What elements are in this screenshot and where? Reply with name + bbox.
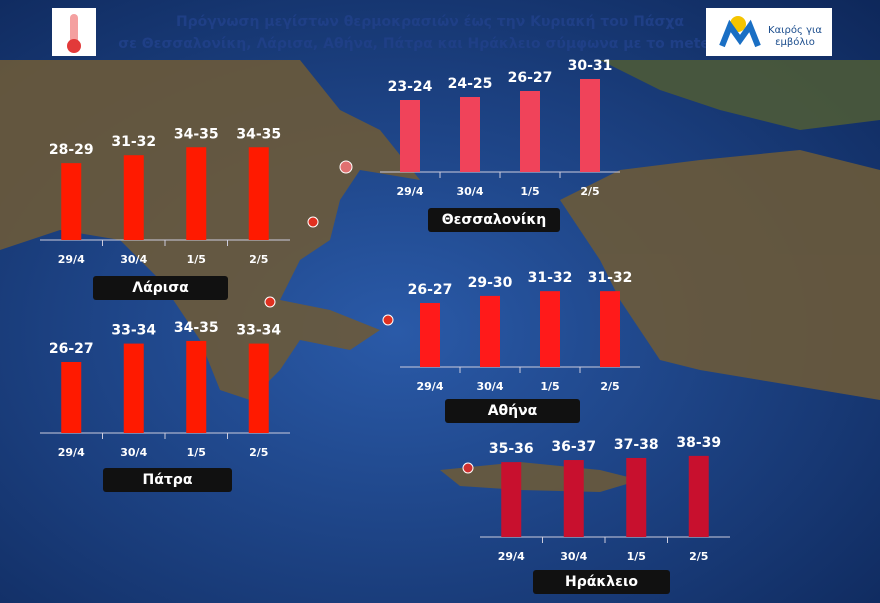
value-label: 35-36 [489, 441, 534, 457]
chart-title: Θεσσαλονίκη [442, 212, 547, 228]
city-label-box [445, 399, 580, 423]
x-tick-label: 1/5 [540, 380, 559, 393]
bar [123, 155, 144, 240]
value-label: 36-37 [551, 439, 596, 455]
x-tick-label: 2/5 [689, 550, 708, 563]
value-label: 26-27 [408, 282, 453, 298]
bar [248, 343, 269, 433]
bar [248, 147, 269, 240]
bar [626, 457, 647, 537]
thermometer-tube [70, 14, 78, 46]
value-label: 26-27 [508, 70, 553, 86]
x-tick-label: 2/5 [249, 446, 268, 459]
x-tick-label: 30/4 [560, 550, 587, 563]
x-tick-label: 30/4 [477, 380, 504, 393]
chart-title: Λάρισα [132, 280, 189, 296]
bar [186, 147, 207, 240]
value-label: 33-34 [236, 323, 281, 339]
x-tick-label: 1/5 [520, 185, 539, 198]
city-label-box [428, 208, 560, 232]
chart-title: Πάτρα [143, 472, 193, 488]
thermometer-bulb [67, 39, 81, 53]
value-label: 24-25 [448, 76, 493, 92]
x-tick-label: 2/5 [600, 380, 619, 393]
bar [563, 460, 584, 537]
value-label: 31-32 [528, 270, 573, 286]
city-dots [264, 160, 474, 474]
value-label: 30-31 [568, 58, 613, 74]
title-line: Πρόγνωση μεγίστων θερμοκρασιών έως την Κ… [176, 14, 684, 30]
value-label: 26-27 [49, 341, 94, 357]
chart-title: Ηράκλειο [565, 574, 638, 590]
value-label: 33-34 [111, 323, 156, 339]
value-label: 29-30 [468, 275, 513, 291]
value-label: 34-35 [174, 126, 219, 142]
city-label-box [93, 276, 228, 300]
value-label: 31-32 [588, 270, 633, 286]
value-label: 28-29 [49, 142, 94, 158]
map-land [0, 60, 880, 492]
bar [460, 97, 480, 172]
value-label: 23-24 [388, 79, 433, 95]
bar [61, 163, 82, 240]
x-tick-label: 29/4 [498, 550, 525, 563]
x-tick-label: 1/5 [187, 446, 206, 459]
logo-text: εμβόλιο [775, 36, 815, 48]
bar [600, 291, 620, 367]
x-tick-label: 30/4 [120, 253, 147, 266]
bar [688, 455, 709, 537]
value-label: 34-35 [174, 320, 219, 336]
city-label-box [533, 570, 670, 594]
logo-mark [719, 19, 761, 48]
value-label: 38-39 [676, 435, 721, 451]
x-tick-label: 30/4 [457, 185, 484, 198]
bar [520, 91, 540, 172]
city-label-box [103, 468, 232, 492]
x-tick-label: 29/4 [417, 380, 444, 393]
chart-title: Αθήνα [488, 403, 538, 419]
x-tick-label: 29/4 [397, 185, 424, 198]
x-tick-label: 2/5 [580, 185, 599, 198]
title-line: σε Θεσσαλονίκη, Λάρισα, Αθήνα, Πάτρα και… [118, 36, 742, 52]
x-tick-label: 1/5 [187, 253, 206, 266]
x-tick-label: 2/5 [249, 253, 268, 266]
bar [400, 100, 420, 172]
x-tick-label: 29/4 [58, 446, 85, 459]
logo-text: Καιρός για [768, 24, 822, 36]
value-label: 31-32 [111, 134, 156, 150]
bar [501, 462, 522, 537]
bar [540, 291, 560, 367]
bar [480, 295, 500, 367]
x-tick-label: 1/5 [627, 550, 646, 563]
x-tick-label: 30/4 [120, 446, 147, 459]
bar [123, 343, 144, 433]
bar [420, 303, 440, 367]
value-label: 37-38 [614, 437, 659, 453]
bar [61, 361, 82, 433]
x-tick-label: 29/4 [58, 253, 85, 266]
bar [186, 340, 207, 433]
bar [580, 79, 600, 172]
value-label: 34-35 [236, 126, 281, 142]
